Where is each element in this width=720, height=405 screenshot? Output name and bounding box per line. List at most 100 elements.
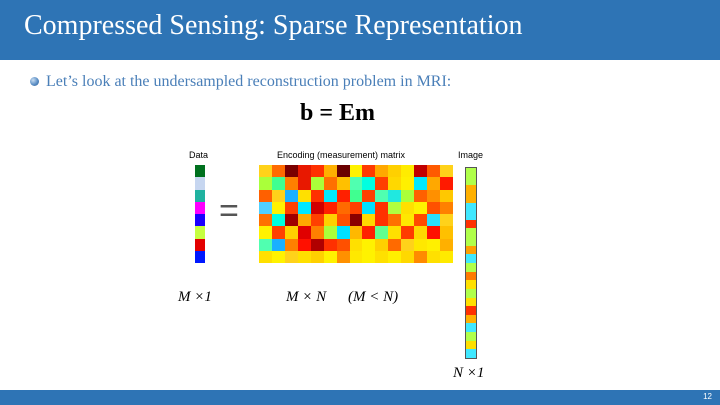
data-label: Data bbox=[189, 150, 209, 160]
image-cell bbox=[466, 332, 476, 341]
matrix-label: Encoding (measurement) matrix bbox=[277, 150, 406, 160]
matrix-cell bbox=[375, 201, 389, 214]
matrix-cell bbox=[388, 214, 402, 227]
matrix-cell bbox=[375, 238, 389, 251]
matrix-cell bbox=[362, 177, 376, 190]
matrix-cell bbox=[271, 165, 285, 178]
matrix-cell bbox=[388, 226, 402, 239]
matrix-cell bbox=[414, 226, 428, 239]
matrix-cell bbox=[349, 201, 363, 214]
matrix-cell bbox=[401, 214, 415, 227]
matrix-cell bbox=[349, 165, 363, 178]
matrix-cell bbox=[375, 189, 389, 202]
matrix-cell bbox=[401, 250, 415, 263]
page-number: 12 bbox=[703, 392, 712, 401]
matrix-cell bbox=[414, 214, 428, 227]
matrix-cell bbox=[336, 201, 350, 214]
matrix-cell bbox=[271, 226, 285, 239]
matrix-cell bbox=[440, 165, 453, 178]
matrix-cell bbox=[375, 250, 389, 263]
image-cell bbox=[466, 280, 476, 289]
data-cell bbox=[195, 250, 205, 263]
data-cell bbox=[195, 238, 205, 251]
matrix-cell bbox=[427, 214, 441, 227]
matrix-cell bbox=[427, 165, 441, 178]
matrix-cell bbox=[271, 214, 285, 227]
matrix-cell bbox=[375, 226, 389, 239]
data-cell bbox=[195, 165, 205, 178]
matrix-cell bbox=[323, 189, 337, 202]
image-label: Image bbox=[458, 150, 484, 160]
data-cell bbox=[195, 177, 205, 190]
matrix-cell bbox=[375, 165, 389, 178]
matrix-cell bbox=[310, 201, 324, 214]
matrix-cell bbox=[259, 214, 272, 227]
data-vector bbox=[195, 165, 205, 263]
matrix-cell bbox=[414, 165, 428, 178]
matrix-cell bbox=[427, 226, 441, 239]
matrix-cell bbox=[401, 226, 415, 239]
matrix-cell bbox=[284, 250, 298, 263]
matrix-cell bbox=[297, 250, 311, 263]
matrix-cell bbox=[362, 214, 376, 227]
matrix-cell bbox=[297, 226, 311, 239]
matrix-cell bbox=[336, 177, 350, 190]
image-cell bbox=[466, 176, 476, 186]
matrix-cell bbox=[375, 177, 389, 190]
matrix-cell bbox=[259, 226, 272, 239]
slide-title: Compressed Sensing: Sparse Representatio… bbox=[24, 10, 523, 41]
matrix-cell bbox=[349, 238, 363, 251]
image-cell bbox=[466, 245, 476, 255]
matrix-cell bbox=[297, 214, 311, 227]
image-vector bbox=[465, 167, 477, 359]
matrix-cell bbox=[414, 250, 428, 263]
image-cell bbox=[466, 211, 476, 220]
data-cell bbox=[195, 214, 205, 227]
matrix-cell bbox=[271, 177, 285, 190]
matrix-cell bbox=[414, 201, 428, 214]
matrix-cell bbox=[401, 201, 415, 214]
matrix-cell bbox=[414, 189, 428, 202]
matrix-cell bbox=[362, 238, 376, 251]
matrix-cell bbox=[310, 165, 324, 178]
image-cell bbox=[466, 288, 476, 298]
matrix-cell bbox=[388, 238, 402, 251]
matrix-cell bbox=[440, 201, 453, 214]
equals-sign: = bbox=[219, 192, 239, 230]
image-cell bbox=[466, 349, 476, 358]
matrix-cell bbox=[427, 238, 441, 251]
matrix-cell bbox=[323, 250, 337, 263]
equation: b = Em bbox=[300, 100, 376, 126]
image-cell bbox=[466, 202, 476, 212]
image-cell bbox=[466, 219, 476, 229]
data-cell bbox=[195, 226, 205, 239]
bullet-text: Let’s look at the undersampled reconstru… bbox=[46, 73, 452, 90]
matrix-cell bbox=[284, 165, 298, 178]
matrix-cell bbox=[401, 177, 415, 190]
matrix-cell bbox=[427, 189, 441, 202]
matrix-cell bbox=[388, 189, 402, 202]
matrix-cell bbox=[349, 250, 363, 263]
image-cell bbox=[466, 306, 476, 315]
matrix-cell bbox=[284, 177, 298, 190]
matrix-cell bbox=[440, 250, 453, 263]
matrix-cell bbox=[323, 214, 337, 227]
matrix-cell bbox=[271, 238, 285, 251]
matrix-cell bbox=[336, 226, 350, 239]
matrix-cell bbox=[362, 201, 376, 214]
matrix-cell bbox=[440, 226, 453, 239]
matrix-cell bbox=[401, 238, 415, 251]
image-cell bbox=[466, 314, 476, 324]
image-cell bbox=[466, 185, 476, 194]
image-cell bbox=[466, 168, 476, 177]
matrix-cell bbox=[401, 189, 415, 202]
image-cell bbox=[466, 271, 476, 281]
matrix-cell bbox=[362, 250, 376, 263]
matrix-cell bbox=[414, 177, 428, 190]
footer-bar: 12 bbox=[0, 390, 720, 405]
bullet-icon bbox=[30, 77, 39, 86]
matrix-cell bbox=[336, 250, 350, 263]
matrix-cell bbox=[310, 177, 324, 190]
matrix-cell bbox=[388, 165, 402, 178]
matrix-cell bbox=[323, 165, 337, 178]
